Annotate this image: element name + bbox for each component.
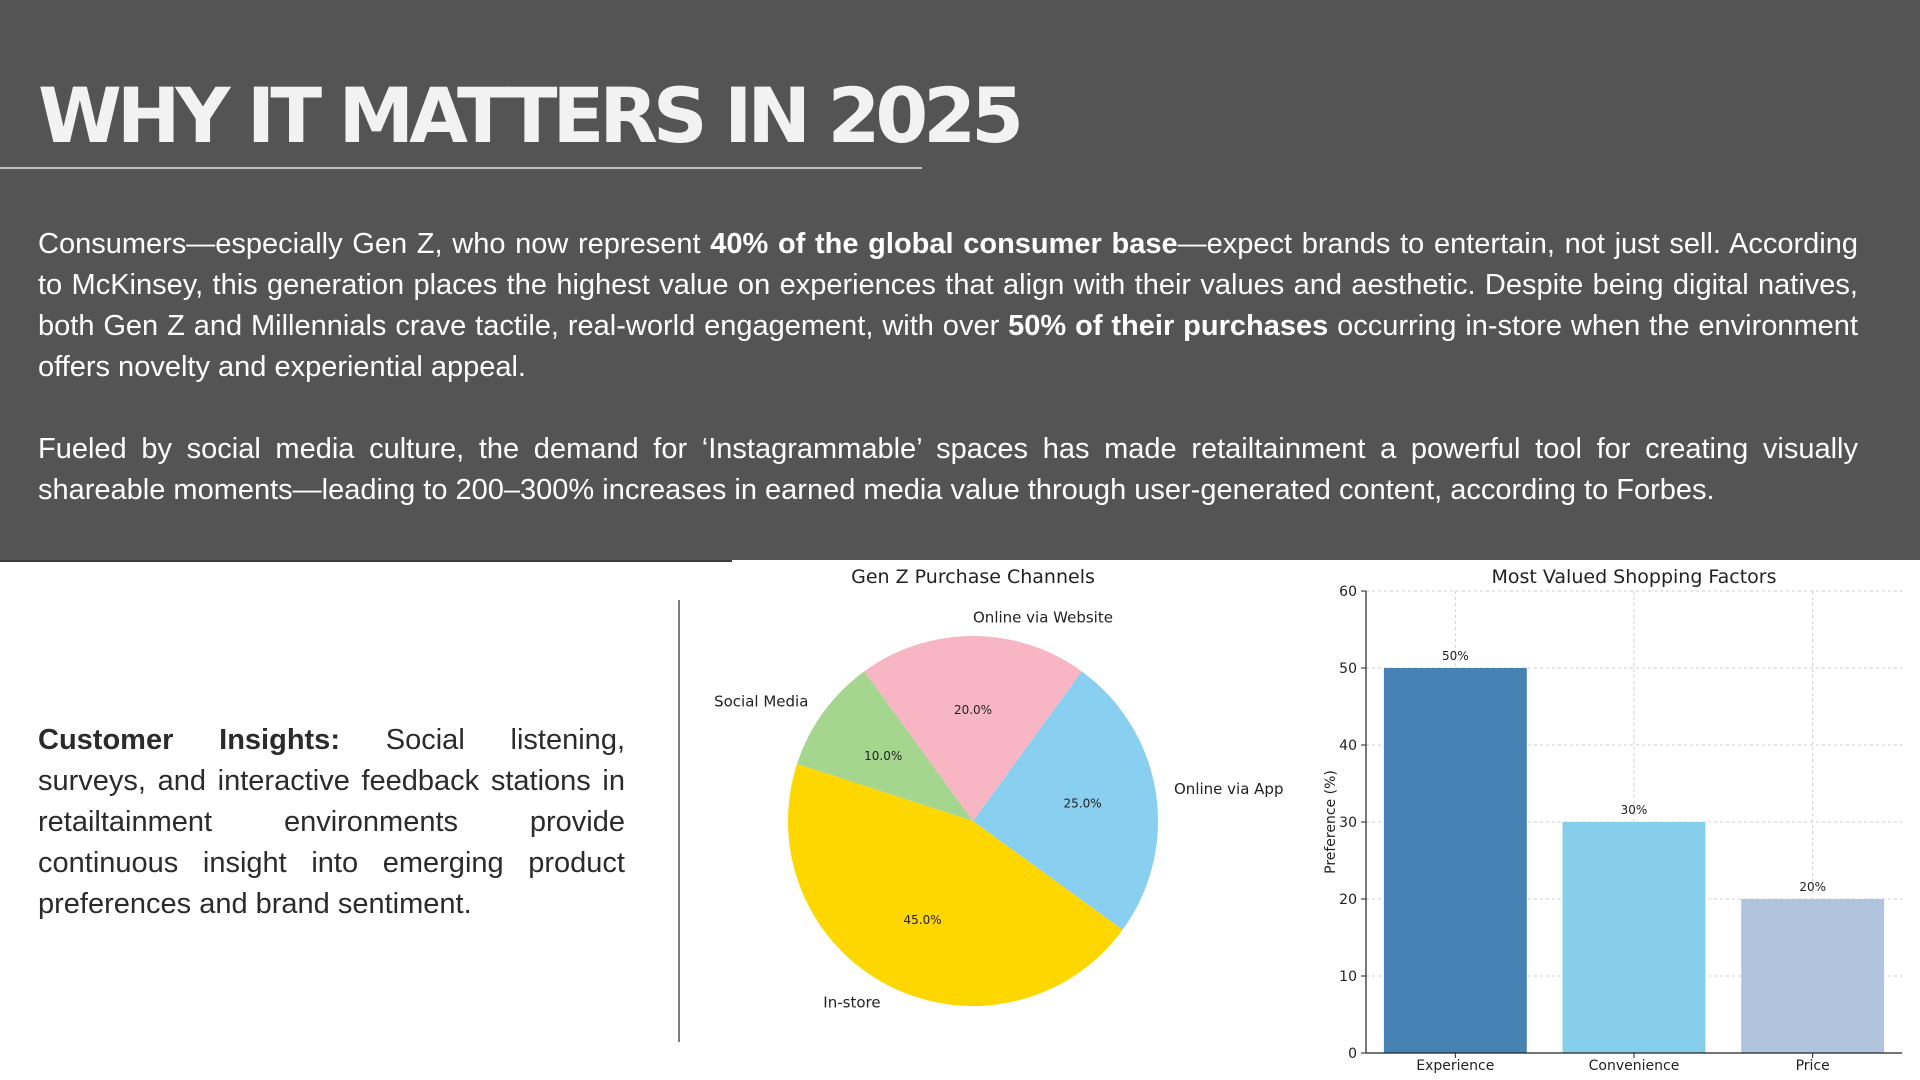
bar-price (1741, 899, 1885, 1053)
x-tick-label: Price (1796, 1058, 1830, 1074)
y-tick-label: 40 (1339, 738, 1357, 754)
y-axis-label: Preference (%) (1323, 770, 1339, 874)
vertical-divider (678, 600, 680, 1042)
x-tick-label: Experience (1416, 1058, 1494, 1074)
bar-value-label: 50% (1442, 649, 1469, 663)
bar-value-label: 30% (1621, 803, 1648, 817)
paragraph-text: Consumers—especially Gen Z, who now repr… (38, 228, 711, 260)
highlight-stat: 50% of their purchases (1008, 310, 1329, 342)
pie-slice-in-store (787, 763, 1123, 1007)
pie-slice-social-media (797, 671, 973, 821)
pie-slice-percent: 10.0% (864, 749, 902, 763)
y-tick-label: 30 (1339, 815, 1357, 831)
title-underline (0, 167, 922, 169)
bar-convenience (1562, 822, 1706, 1053)
header-panel: WHY IT MATTERS IN 2025 Consumers—especia… (0, 0, 1920, 560)
pie-slice-label: Social Media (714, 692, 808, 710)
customer-insights-paragraph: Customer Insights: Social listening, sur… (38, 720, 625, 925)
paragraph-text: occurring in-store when the environment … (38, 310, 1858, 383)
y-tick-label: 50 (1339, 661, 1357, 677)
intro-paragraph: Consumers—especially Gen Z, who now repr… (38, 224, 1858, 388)
pie-slice-online-via-website (864, 635, 1082, 821)
x-tick-label: Convenience (1589, 1058, 1680, 1074)
section-divider (0, 560, 732, 562)
highlight-stat: 40% of the global consumer base (710, 228, 1178, 260)
pie-slice-online-via-app (973, 671, 1159, 930)
pie-slice-percent: 25.0% (1064, 797, 1102, 811)
customer-insights-text: Social listening, surveys, and interacti… (38, 724, 625, 920)
page-title: WHY IT MATTERS IN 2025 (38, 71, 1024, 160)
customer-insights-label: Customer Insights: (38, 724, 340, 756)
y-tick-label: 20 (1339, 892, 1357, 908)
pie-slice-label: In-store (823, 993, 880, 1011)
y-tick-label: 0 (1348, 1046, 1357, 1062)
pie-slice-percent: 20.0% (954, 703, 992, 717)
y-tick-label: 10 (1339, 969, 1357, 985)
pie-slice-label: Online via App (1174, 780, 1283, 798)
bar-value-label: 20% (1799, 880, 1826, 894)
y-tick-label: 60 (1339, 584, 1357, 600)
pie-slice-label: Online via Website (973, 609, 1113, 627)
pie-slice-percent: 45.0% (904, 913, 942, 927)
social-media-paragraph: Fueled by social media culture, the dema… (38, 433, 1858, 506)
paragraph-text: —expect brands to entertain, not just se… (38, 228, 1858, 342)
bar-experience (1383, 668, 1527, 1053)
pie-chart-title: Gen Z Purchase Channels (851, 566, 1095, 588)
bar-chart-title: Most Valued Shopping Factors (1491, 566, 1776, 588)
